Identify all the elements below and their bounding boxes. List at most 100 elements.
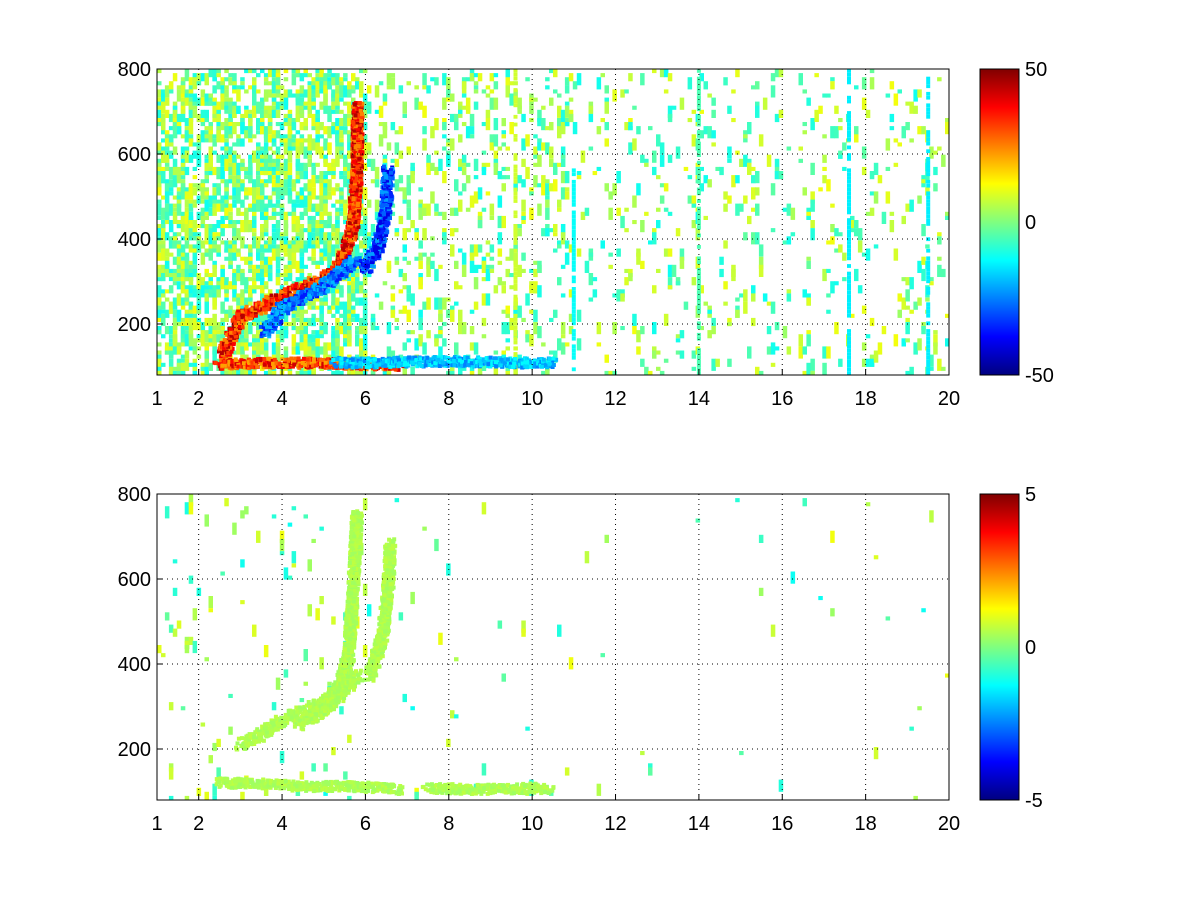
heatmap-cell — [493, 285, 499, 294]
heatmap-column-cell — [571, 172, 576, 177]
heatmap-column-cell — [847, 271, 851, 276]
heatmap-column-cell — [571, 321, 576, 326]
heatmap-cell — [553, 69, 558, 78]
heatmap-column-cell — [696, 275, 701, 280]
heatmap-cell — [248, 322, 253, 335]
heatmap-cell — [366, 199, 372, 208]
heatmap-feature-cell — [323, 270, 328, 275]
heatmap-cell — [283, 187, 289, 196]
heatmap-cell — [798, 346, 803, 359]
heatmap-cell — [299, 330, 305, 335]
heatmap-feature-cell — [270, 301, 275, 306]
heatmap-cell — [279, 244, 285, 249]
heatmap-cell — [220, 81, 225, 90]
heatmap-cell — [743, 232, 748, 241]
heatmap-column-cell — [513, 114, 518, 119]
heatmap-cell — [220, 85, 225, 90]
heatmap-cell — [509, 81, 514, 86]
heatmap-column-cell — [926, 264, 931, 268]
heatmap-column-cell — [513, 199, 518, 203]
heatmap-feature-cell — [352, 131, 357, 135]
heatmap-cell — [335, 317, 340, 322]
heatmap-cell — [275, 77, 281, 90]
heatmap-cell — [331, 293, 336, 306]
heatmap-cell — [501, 215, 506, 229]
heatmap-cell — [184, 297, 190, 302]
heatmap-cell — [232, 297, 237, 302]
heatmap-cell — [295, 89, 301, 94]
heatmap-cell — [473, 73, 479, 78]
heatmap-cell — [331, 236, 336, 241]
heatmap-cell — [267, 89, 273, 98]
heatmap-cell — [244, 109, 249, 118]
heatmap-cell — [275, 166, 281, 171]
heatmap-cell — [164, 142, 170, 147]
heatmap-cell — [406, 228, 411, 233]
heatmap-cell — [299, 199, 305, 208]
heatmap-cell — [168, 334, 174, 339]
heatmap-cell — [180, 105, 186, 110]
heatmap-cell — [248, 118, 253, 131]
heatmap-cell — [307, 350, 312, 359]
heatmap-feature-cell — [356, 178, 361, 183]
heatmap-cell — [307, 81, 312, 86]
heatmap-column-cell — [571, 294, 576, 299]
heatmap-column-cell — [926, 111, 931, 115]
heatmap-cell — [604, 370, 609, 375]
heatmap-cell — [172, 350, 178, 355]
heatmap-cell — [172, 309, 178, 318]
heatmap-cell — [157, 277, 162, 282]
heatmap-cell — [252, 346, 257, 351]
heatmap-cell — [869, 77, 875, 90]
heatmap-cell — [505, 305, 510, 318]
heatmap-cell — [521, 138, 526, 151]
heatmap-feature-cell — [357, 162, 362, 167]
heatmap-cell — [176, 113, 182, 123]
heatmap-feature-cell — [358, 149, 363, 153]
heatmap-column-cell — [696, 76, 701, 81]
heatmap-cell — [188, 362, 194, 367]
heatmap-cell — [271, 211, 277, 216]
heatmap-cell — [663, 183, 669, 192]
heatmap-feature-cell — [362, 265, 367, 270]
heatmap-cell — [176, 309, 182, 322]
heatmap-feature-cell — [278, 294, 283, 299]
heatmap-cell — [493, 73, 499, 78]
heatmap-feature-cell — [240, 309, 245, 314]
heatmap-cell — [505, 322, 510, 335]
heatmap-cell — [161, 224, 166, 229]
heatmap-cell — [327, 109, 332, 122]
heatmap-feature-cell — [246, 316, 251, 321]
heatmap-cell — [244, 297, 249, 306]
heatmap-cell — [521, 268, 526, 273]
heatmap-cell — [644, 211, 649, 216]
heatmap-cell — [929, 146, 934, 159]
heatmap-cell — [196, 248, 202, 253]
heatmap-cell — [450, 207, 455, 216]
heatmap-cell — [212, 207, 217, 216]
heatmap-cell — [442, 211, 447, 220]
heatmap-feature-cell — [349, 258, 354, 263]
heatmap-cell — [339, 130, 344, 139]
heatmap-cell — [731, 118, 736, 123]
heatmap-cell — [553, 309, 558, 318]
heatmap-cell — [770, 85, 776, 98]
heatmap-cell — [426, 264, 431, 277]
heatmap-cell — [810, 199, 815, 212]
heatmap-cell — [339, 85, 344, 98]
heatmap-cell — [196, 289, 202, 298]
heatmap-cell — [260, 277, 265, 286]
heatmap-cell — [560, 187, 566, 200]
heatmap-cell — [351, 244, 356, 257]
heatmap-cell — [343, 342, 348, 347]
heatmap-cell — [727, 358, 732, 367]
heatmap-cell — [164, 109, 170, 118]
heatmap-cell — [315, 330, 320, 339]
heatmap-cell — [244, 175, 249, 180]
heatmap-cell — [909, 309, 914, 314]
heatmap-cell — [224, 289, 229, 294]
heatmap-cell — [204, 93, 209, 106]
heatmap-column-cell — [571, 302, 576, 307]
heatmap-cell — [711, 358, 716, 371]
heatmap-feature-cell — [231, 324, 236, 329]
